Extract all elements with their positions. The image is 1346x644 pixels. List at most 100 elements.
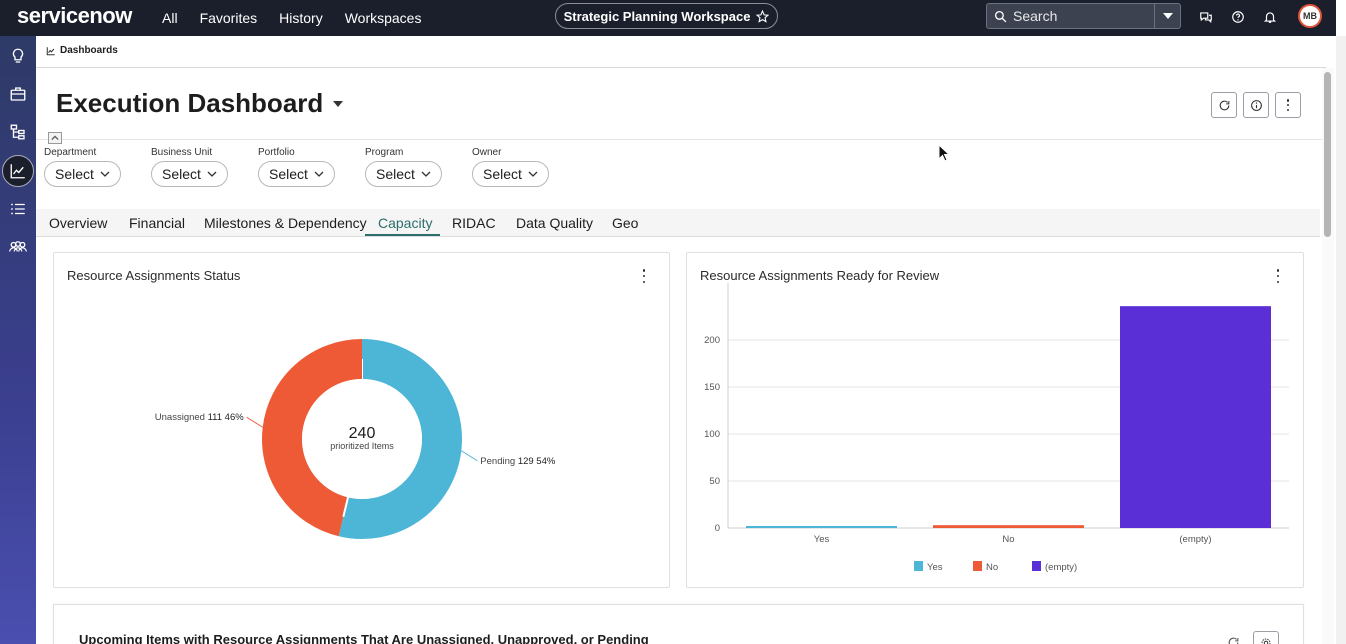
- y-tick-label: 150: [704, 382, 720, 393]
- servicenow-logo[interactable]: servicenow: [17, 3, 132, 28]
- widget-resource-assignments-ready-for-review: Resource Assignments Ready for Review 0 5…: [686, 252, 1304, 588]
- bell-icon[interactable]: [1261, 8, 1279, 26]
- hierarchy-icon[interactable]: [6, 120, 30, 144]
- widget-title: Resource Assignments Status: [67, 268, 241, 283]
- user-avatar[interactable]: MB: [1298, 4, 1322, 28]
- widget-menu-icon[interactable]: [1273, 269, 1283, 283]
- kebab-icon: [1283, 99, 1293, 111]
- filter-program: Program Select: [365, 147, 442, 187]
- y-tick-label: 0: [715, 523, 720, 534]
- y-tick-label: 50: [709, 476, 720, 487]
- filter-department: Department Select: [44, 147, 121, 187]
- refresh-button[interactable]: [1211, 92, 1237, 118]
- chat-icon[interactable]: [1197, 8, 1215, 26]
- x-tick-label: No: [1002, 534, 1014, 545]
- tab-financial[interactable]: Financial: [129, 215, 186, 231]
- bar-empty: [1120, 306, 1271, 528]
- dashboard-tabs: Overview Financial Milestones & Dependen…: [36, 209, 1320, 237]
- widget-menu-icon[interactable]: [639, 269, 649, 283]
- breadcrumb[interactable]: Dashboards: [46, 45, 118, 56]
- window-scrollbar[interactable]: [1336, 36, 1346, 644]
- filter-label: Department: [44, 147, 97, 158]
- y-tick-label: 100: [704, 429, 720, 440]
- donut-slice-pending: [338, 339, 462, 539]
- search-input[interactable]: [1013, 8, 1153, 24]
- owner-select[interactable]: Select: [472, 161, 549, 187]
- donut-slice-unassigned: [262, 339, 363, 537]
- x-tick-label: (empty): [1179, 534, 1211, 545]
- chevron-down-icon: [100, 171, 110, 177]
- nav-favorites[interactable]: Favorites: [199, 10, 258, 26]
- analytics-icon[interactable]: [2, 155, 34, 187]
- filter-label: Portfolio: [258, 147, 295, 158]
- tab-overview[interactable]: Overview: [49, 215, 108, 231]
- chevron-down-icon: [421, 171, 431, 177]
- search-scope-dropdown[interactable]: [1154, 4, 1180, 28]
- select-value: Select: [483, 166, 522, 182]
- filter-label: Business Unit: [151, 147, 213, 158]
- donut-chart: Pending 129 54% Unassigned 111 46% 240prio…: [155, 339, 556, 539]
- department-select[interactable]: Select: [44, 161, 121, 187]
- widget-resource-assignments-status: Resource Assignments Status Pending 129 …: [53, 252, 670, 588]
- page-title: Execution Dashboard: [56, 88, 324, 118]
- help-icon[interactable]: [1229, 8, 1247, 26]
- refresh-icon[interactable]: [1227, 636, 1240, 644]
- legend-swatch: [1032, 561, 1041, 571]
- portfolio-select[interactable]: Select: [258, 161, 335, 187]
- global-search: [986, 3, 1181, 29]
- caret-down-icon: [333, 100, 344, 107]
- legend-label: No: [986, 562, 998, 573]
- bar-yes: [746, 526, 897, 528]
- nav-history[interactable]: History: [279, 10, 323, 26]
- tab-geo[interactable]: Geo: [612, 215, 639, 231]
- filter-label: Program: [365, 147, 404, 158]
- widget-title: Resource Assignments Ready for Review: [700, 268, 940, 283]
- refresh-icon: [1219, 100, 1229, 110]
- nav-workspaces[interactable]: Workspaces: [344, 10, 422, 26]
- team-icon[interactable]: [6, 235, 30, 259]
- legend-swatch: [973, 561, 982, 571]
- active-tab-indicator: [365, 234, 440, 236]
- chevron-up-icon: [51, 135, 59, 141]
- legend-label: Yes: [927, 562, 943, 573]
- slice-leader-line: [461, 450, 478, 462]
- slice-label-unassigned: Unassigned 111 46%: [155, 412, 244, 423]
- bar-no: [933, 525, 1084, 528]
- program-select[interactable]: Select: [365, 161, 442, 187]
- top-nav-menu: All Favorites History Workspaces: [162, 0, 443, 36]
- collapse-filters-button[interactable]: [48, 132, 62, 144]
- briefcase-icon[interactable]: [6, 82, 30, 106]
- widget-title: Upcoming Items with Resource Assignments…: [79, 632, 649, 644]
- donut-total: 240: [349, 425, 376, 442]
- business-unit-select[interactable]: Select: [151, 161, 228, 187]
- chevron-down-icon: [314, 171, 324, 177]
- list-icon[interactable]: [6, 197, 30, 221]
- chart-line-icon: [46, 46, 55, 55]
- y-tick-label: 200: [704, 335, 720, 346]
- select-value: Select: [269, 166, 308, 182]
- scrollbar-thumb[interactable]: [1324, 72, 1331, 237]
- chevron-down-icon: [207, 171, 217, 177]
- left-rail: [0, 36, 36, 644]
- dashboard-title-selector[interactable]: Execution Dashboard: [56, 88, 344, 119]
- tab-milestones-dependency[interactable]: Milestones & Dependency: [204, 215, 367, 231]
- info-button[interactable]: [1243, 92, 1269, 118]
- filter-portfolio: Portfolio Select: [258, 147, 335, 187]
- workspace-switcher[interactable]: Strategic Planning Workspace: [555, 3, 778, 29]
- x-tick-label: Yes: [814, 534, 830, 545]
- caret-down-icon: [1162, 13, 1173, 19]
- gear-icon: [1261, 638, 1271, 644]
- lightbulb-icon[interactable]: [6, 44, 30, 68]
- top-navigation-bar: servicenow All Favorites History Workspa…: [0, 0, 1336, 36]
- tab-data-quality[interactable]: Data Quality: [516, 215, 594, 231]
- tab-capacity[interactable]: Capacity: [378, 215, 433, 231]
- star-icon[interactable]: [756, 9, 770, 23]
- widget-upcoming-items: Upcoming Items with Resource Assignments…: [53, 604, 1304, 644]
- nav-all[interactable]: All: [162, 10, 178, 26]
- select-value: Select: [376, 166, 415, 182]
- search-icon: [987, 10, 1013, 23]
- tab-ridac[interactable]: RIDAC: [452, 215, 496, 231]
- more-options-button[interactable]: [1275, 92, 1301, 118]
- settings-button[interactable]: [1253, 631, 1279, 644]
- breadcrumb-dashboards[interactable]: Dashboards: [60, 45, 118, 56]
